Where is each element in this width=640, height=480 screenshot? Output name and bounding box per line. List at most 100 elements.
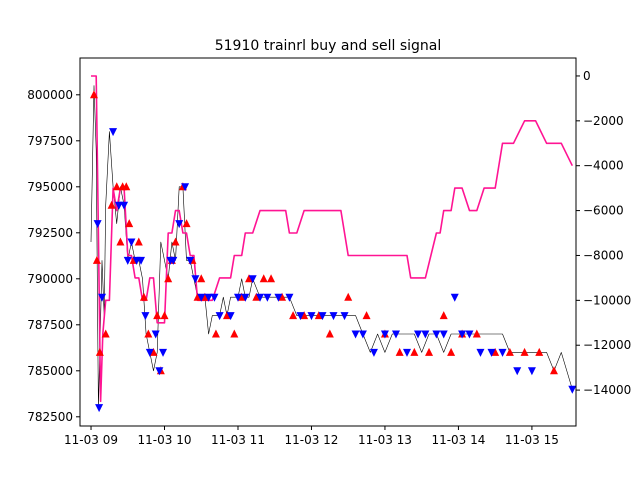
chart-title: 51910 trainrl buy and sell signal — [215, 38, 442, 54]
buy-signal-marker — [112, 182, 121, 191]
plot-frame — [79, 57, 577, 427]
sell-signal-marker — [527, 367, 536, 376]
buy-signal-marker — [193, 292, 202, 301]
buy-signal-marker — [300, 311, 309, 320]
buy-signal-marker — [325, 329, 334, 338]
sell-signal-marker — [215, 312, 224, 321]
x-tick-label: 11-03 13 — [358, 433, 412, 447]
sell-signal-marker — [296, 312, 305, 321]
y-left-tick-label: 790000 — [27, 272, 73, 286]
sell-signal-marker — [498, 348, 507, 357]
sell-signal-marker — [151, 330, 160, 339]
buy-signal-marker — [89, 90, 98, 99]
y-left-tick-label: 795000 — [27, 180, 73, 194]
buy-signal-marker — [491, 347, 500, 356]
buy-signal-marker — [425, 347, 434, 356]
buy-signal-marker — [289, 311, 298, 320]
sell-signal-marker — [487, 348, 496, 357]
buy-signal-marker — [95, 347, 104, 356]
sell-signal-marker — [513, 367, 522, 376]
sell-signal-marker — [307, 312, 316, 321]
x-tick-label: 11-03 14 — [431, 433, 485, 447]
buy-signal-marker — [211, 329, 220, 338]
sell-signal-marker — [120, 201, 129, 210]
y-right-tick-label: 0 — [583, 69, 591, 83]
buy-signal-marker — [197, 274, 206, 283]
sell-signal-marker — [197, 293, 206, 302]
sell-signal-marker — [123, 256, 132, 265]
y-left-tick-label: 800000 — [27, 88, 73, 102]
sell-signal-marker — [141, 312, 150, 321]
sell-signal-marker — [402, 348, 411, 357]
buy-signal-marker — [447, 347, 456, 356]
sell-signal-marker — [191, 275, 200, 284]
buy-signal-marker — [362, 311, 371, 320]
y-left-tick-label: 787500 — [27, 318, 73, 332]
buy-signal-marker — [222, 311, 231, 320]
buy-signal-marker — [134, 237, 143, 246]
sell-signal-marker — [358, 330, 367, 339]
buy-signal-marker — [101, 329, 110, 338]
buy-signal-marker — [505, 347, 514, 356]
x-tick-label: 11-03 09 — [64, 433, 118, 447]
sell-signal-marker — [233, 293, 242, 302]
sell-signal-marker — [318, 312, 327, 321]
sell-signal-marker — [186, 256, 195, 265]
buy-signal-marker — [259, 274, 268, 283]
buy-signal-marker — [182, 219, 191, 228]
sell-signal-marker — [241, 293, 250, 302]
x-tick-label: 11-03 11 — [211, 433, 265, 447]
y-axis-left: 782500 785000 787500 790000 792500 795000 7975… — [27, 88, 80, 424]
buy-signal-marker — [314, 311, 323, 320]
y-right-tick-label: −8000 — [583, 248, 624, 262]
sell-signal-marker — [391, 330, 400, 339]
y-axis-right: −14000 −12000 −10000 −8000 −6000 −4000 −2000 0 — [576, 69, 631, 397]
sell-signal-marker — [263, 293, 272, 302]
sell-signal-marker — [145, 348, 154, 357]
buy-signal-marker — [535, 347, 544, 356]
x-tick-label: 11-03 12 — [284, 433, 338, 447]
sell-signal-marker — [136, 256, 145, 265]
buy-signal-marker — [200, 292, 209, 301]
buy-signal-marker — [125, 219, 134, 228]
buy-signal-marker — [116, 237, 125, 246]
sell-signal-marker — [114, 201, 123, 210]
sell-signal-marker — [109, 128, 118, 137]
sell-signal-marker — [340, 312, 349, 321]
sell-signal-marker — [439, 330, 448, 339]
buy-signal-marker — [410, 347, 419, 356]
buy-signal-marker — [252, 292, 261, 301]
x-tick-label: 11-03 15 — [505, 433, 559, 447]
sell-signal-marker — [421, 330, 430, 339]
buy-signal-marker — [144, 329, 153, 338]
sell-signal-marker — [181, 183, 190, 192]
sell-signal-marker — [285, 293, 294, 302]
sell-signal-marker — [98, 293, 107, 302]
x-tick-label: 11-03 10 — [138, 433, 192, 447]
buy-signal-marker — [395, 347, 404, 356]
sell-signal-marker — [127, 238, 136, 247]
buy-signal-marker — [344, 292, 353, 301]
sell-signal-marker — [274, 293, 283, 302]
buy-signal-marker — [107, 200, 116, 209]
y-right-tick-label: −10000 — [583, 293, 631, 307]
sell-signal-marker — [159, 348, 168, 357]
sell-signal-marker — [155, 367, 164, 376]
buy-signal-marker — [139, 292, 148, 301]
sell-signal-marker — [210, 293, 219, 302]
buy-signal-marker — [92, 255, 101, 264]
buy-signal-marker — [149, 347, 158, 356]
buy-signal-marker — [153, 311, 162, 320]
y-right-tick-label: −12000 — [583, 338, 631, 352]
sell-signal-marker — [458, 330, 467, 339]
y-left-tick-label: 797500 — [27, 134, 73, 148]
y-left-tick-label: 785000 — [27, 364, 73, 378]
sell-signal-marker — [226, 312, 235, 321]
buy-signal-marker — [122, 182, 131, 191]
buy-signal-marker — [160, 311, 169, 320]
signal-markers — [89, 90, 577, 413]
sell-signal-marker — [414, 330, 423, 339]
buy-signal-marker — [237, 292, 246, 301]
